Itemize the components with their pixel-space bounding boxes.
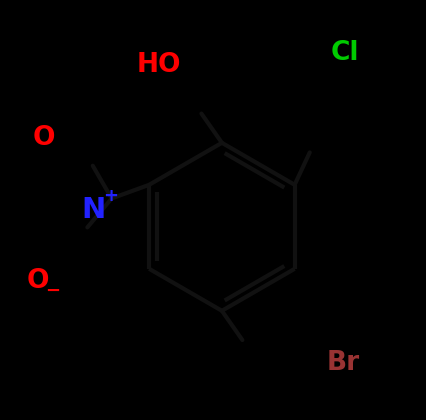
Text: +: + [103, 187, 118, 205]
Text: −: − [46, 282, 60, 299]
Text: HO: HO [136, 52, 181, 78]
Text: N: N [81, 196, 105, 224]
Text: O: O [27, 268, 49, 294]
Text: Br: Br [326, 350, 359, 376]
Text: Cl: Cl [330, 39, 359, 66]
Text: O: O [32, 125, 55, 151]
